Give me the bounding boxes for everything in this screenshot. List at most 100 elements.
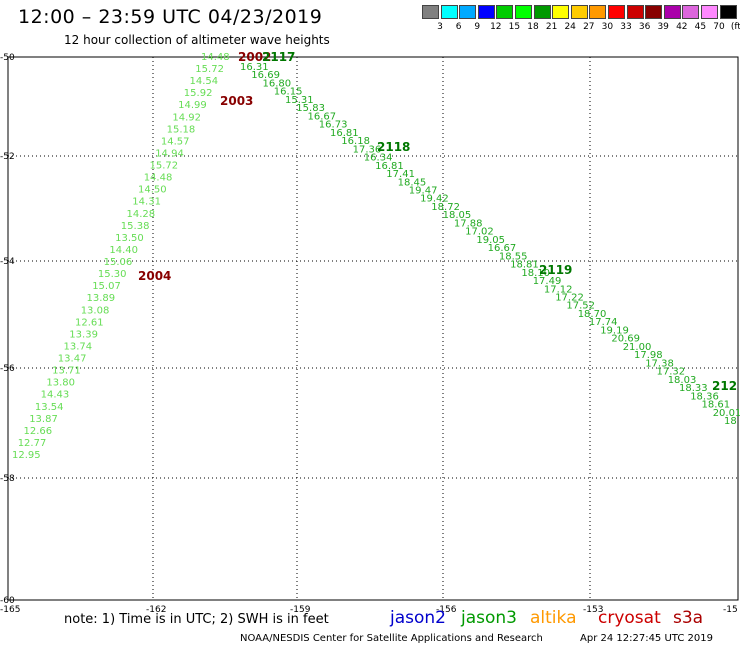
scale-swatch: [533, 5, 551, 19]
wave-height-value: 13.89: [87, 293, 116, 304]
scale-label: 33: [620, 22, 632, 32]
wave-height-value: 17.02: [465, 227, 494, 238]
wave-height-value: 17.38: [645, 358, 674, 369]
wave-height-value: 19.05: [476, 235, 505, 246]
wave-height-value: 16.67: [308, 111, 337, 122]
scale-swatch: [440, 5, 458, 19]
pass-time-label: 2118: [377, 140, 410, 154]
wave-height-value: 15.72: [150, 161, 179, 172]
scale-swatch: [645, 5, 663, 19]
wave-height-value: 20.69: [611, 334, 640, 345]
scale-swatch: [663, 5, 681, 19]
wave-height-value: 14.28: [127, 209, 156, 220]
satellite-jason2: jason2: [390, 608, 446, 628]
wave-height-value: 18.36: [690, 391, 719, 402]
wave-height-value: 17.98: [634, 350, 663, 361]
wave-height-value: 18.70: [578, 309, 607, 320]
wave-height-value: 14.54: [190, 76, 219, 87]
wave-height-value: 16.69: [251, 70, 280, 81]
wave-height-value: 14.50: [138, 185, 167, 196]
wave-height-value: 14.43: [41, 390, 70, 401]
scale-swatch: [719, 5, 737, 19]
wave-height-value: 15.30: [98, 269, 127, 280]
map-frame: [7, 56, 739, 601]
scale-swatch: [515, 5, 532, 19]
wave-height-value: 13.39: [69, 329, 98, 340]
longitude-label: -159: [290, 605, 311, 615]
scale-label: 27: [583, 22, 595, 32]
wave-height-value: 17.12: [544, 284, 573, 295]
wave-height-value: 12.77: [18, 438, 47, 449]
wave-height-value: 18.72: [431, 202, 460, 213]
wave-height-value: 12.66: [24, 426, 53, 437]
pass-time-label: 2119: [539, 263, 572, 277]
satellite-jason3: jason3: [461, 608, 517, 628]
scale-swatch: [570, 5, 588, 19]
wave-height-value: 17.36: [353, 144, 382, 155]
scale-swatch: [608, 5, 625, 19]
wave-height-value: 14.94: [155, 149, 184, 160]
scale-label: 70: [713, 22, 725, 32]
wave-height-value: 19.47: [409, 186, 438, 197]
wave-height-value: 13.08: [81, 305, 110, 316]
wave-height-value: 17.52: [566, 301, 595, 312]
wave-height-value: 13.74: [64, 342, 93, 353]
wave-height-value: 13.80: [46, 378, 75, 389]
scale-label: 9: [474, 22, 481, 32]
wave-height-value: 20.01: [713, 408, 740, 419]
wave-height-value: 21.00: [623, 342, 652, 353]
wave-height-value: 12.61: [75, 317, 104, 328]
scale-label: 12: [490, 22, 502, 32]
latitude-label: -58: [0, 474, 15, 484]
scale-swatch: [552, 5, 570, 19]
generated-timestamp: Apr 24 12:27:45 UTC 2019: [580, 633, 713, 644]
scale-label: 39: [657, 22, 669, 32]
longitude-label: -162: [146, 605, 166, 615]
wave-height-value: 18.03: [668, 375, 697, 386]
wave-height-value: 16.81: [330, 128, 359, 139]
satellite-altika: altika: [530, 608, 577, 628]
scale-label: 36: [638, 22, 651, 32]
wave-height-value: 15.18: [167, 124, 196, 135]
scale-swatch: [589, 5, 607, 19]
scale-label: 42: [676, 22, 688, 32]
footer-note: note: 1) Time is in UTC; 2) SWH is in fe…: [64, 612, 329, 627]
wave-height-value: 15.38: [121, 221, 150, 232]
wave-height-value: 14.92: [172, 112, 201, 123]
scale-label: 3: [437, 22, 443, 32]
latitude-label: -56: [0, 364, 15, 374]
wave-height-value: 18.61: [702, 400, 731, 411]
wave-height-value: 18.10: [521, 268, 550, 279]
wave-height-value: 17.49: [533, 276, 562, 287]
wave-height-value: 14.48: [201, 52, 230, 63]
wave-height-value: 12.95: [12, 450, 41, 461]
scale-label: 18: [527, 22, 539, 32]
wave-height-value: 17.22: [555, 293, 584, 304]
wave-height-value: 14.40: [109, 245, 138, 256]
wave-height-value: 15.07: [92, 281, 121, 292]
latitude-label: -60: [0, 596, 15, 606]
wave-height-value: 16.80: [263, 79, 292, 90]
wave-height-value: 17.41: [386, 169, 415, 180]
wave-height-value: 19.42: [420, 194, 449, 205]
wave-height-value: 13.71: [52, 366, 81, 377]
scale-swatch: [477, 5, 495, 19]
scale-label: 6: [455, 22, 462, 32]
wave-height-value: 17.32: [657, 367, 686, 378]
wave-height-value: 13.87: [29, 414, 58, 425]
wave-height-value: 16.73: [319, 120, 348, 131]
pass-time-label: 212: [712, 379, 737, 393]
wave-height-value: 15.06: [104, 257, 133, 268]
latitude-label: -52: [0, 152, 15, 162]
wave-height-value: 18.81: [510, 260, 539, 271]
wave-height-value: 15.92: [184, 88, 213, 99]
longitude-label: -15: [723, 605, 738, 615]
scale-swatch: [496, 5, 514, 19]
pass-time-label: 2004: [138, 269, 171, 283]
wave-height-value: 16.67: [488, 243, 517, 254]
scale-label: 45: [694, 22, 707, 32]
scale-label: 30: [601, 22, 614, 32]
map-title: 12:00 – 23:59 UTC 04/23/2019: [18, 6, 323, 28]
wave-height-value: 16.34: [364, 153, 393, 164]
map-subtitle: 12 hour collection of altimeter wave hei…: [64, 33, 330, 47]
